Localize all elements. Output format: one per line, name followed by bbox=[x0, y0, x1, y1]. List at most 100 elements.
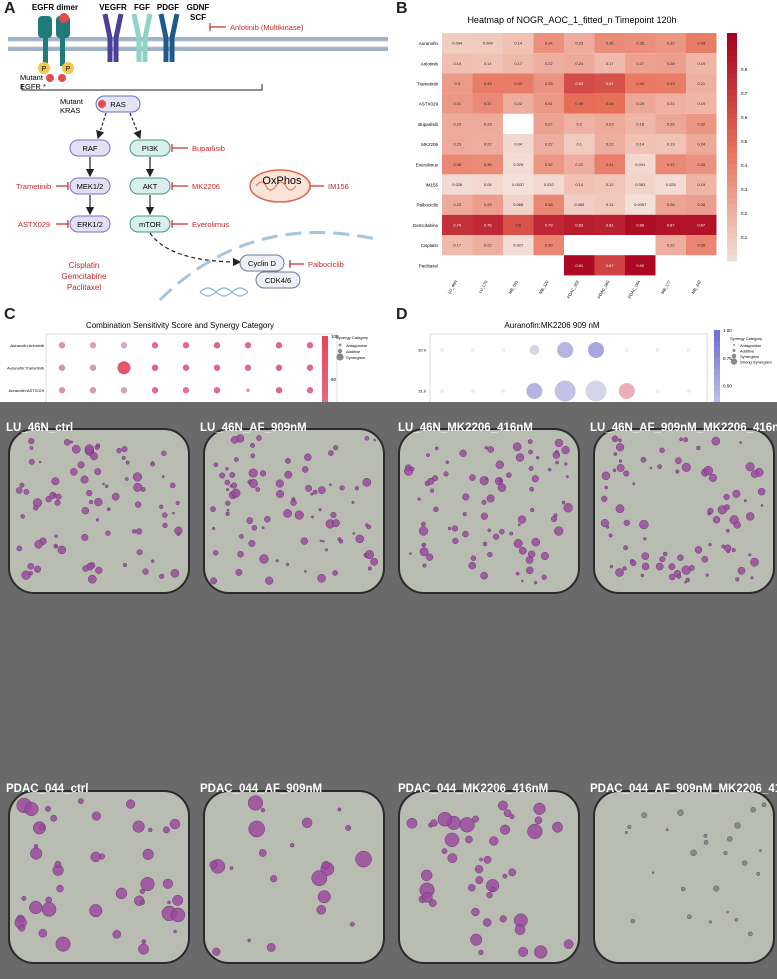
organoid bbox=[24, 802, 39, 817]
heatmap-cell bbox=[686, 134, 717, 155]
organoid bbox=[484, 446, 488, 450]
heatmap-value: 0.028 bbox=[452, 182, 463, 187]
receptor-label: PDGF bbox=[157, 3, 179, 12]
heatmap-cell bbox=[472, 53, 503, 74]
data-bubble bbox=[120, 387, 128, 394]
organoid bbox=[247, 795, 263, 811]
organoid bbox=[641, 562, 650, 571]
organoid bbox=[161, 475, 165, 478]
organoid bbox=[329, 483, 332, 487]
heatmap-value: 0.37 bbox=[667, 162, 676, 167]
organoid bbox=[105, 530, 111, 536]
colorbar-segment bbox=[727, 129, 737, 137]
organoid bbox=[226, 508, 230, 512]
organoid bbox=[534, 816, 543, 825]
colorbar-segment bbox=[727, 158, 737, 165]
organoid bbox=[555, 460, 559, 465]
organoid bbox=[19, 482, 25, 488]
data-bubble bbox=[89, 387, 97, 394]
organoid bbox=[225, 500, 231, 506]
organoid bbox=[655, 562, 664, 571]
heatmap-value: 0.41 bbox=[606, 162, 615, 167]
node-ras bbox=[95, 95, 141, 113]
microscopy-tile bbox=[398, 790, 580, 964]
heatmap-value: 0.22 bbox=[514, 101, 523, 106]
organoid bbox=[290, 843, 295, 848]
heatmap-cell bbox=[564, 255, 595, 276]
colorbar-tick: 0.2 bbox=[741, 211, 748, 216]
colorbar-tick: 0.3 bbox=[741, 187, 748, 192]
mutant-egfr-label: EGFR * bbox=[20, 82, 46, 91]
chemo-label: Gemcitabine bbox=[62, 272, 107, 281]
mitochondria-icon bbox=[249, 169, 311, 203]
organoid bbox=[609, 564, 614, 569]
organoid bbox=[125, 460, 130, 465]
heatmap-value: 0.22 bbox=[606, 142, 615, 147]
organoid bbox=[470, 933, 483, 946]
organoid bbox=[38, 460, 42, 464]
organoid bbox=[33, 565, 42, 573]
heatmap-cell bbox=[442, 113, 473, 134]
legend-label: Antagonism bbox=[740, 343, 762, 348]
organoid bbox=[250, 443, 255, 448]
heatmap-value: 0.083 bbox=[574, 202, 585, 207]
organoid bbox=[443, 471, 449, 477]
heatmap-value: 0.43 bbox=[667, 81, 676, 86]
row-label: Gemcitabine bbox=[413, 223, 439, 228]
organoid bbox=[284, 470, 293, 479]
heatmap-cell bbox=[472, 113, 503, 134]
heatmap-title: Heatmap of NOGR_AOC_1_fitted_n Timepoint… bbox=[467, 15, 676, 25]
organoid bbox=[481, 499, 487, 505]
organoid bbox=[659, 447, 665, 454]
organoid bbox=[498, 478, 503, 483]
organoid-layer bbox=[406, 800, 574, 959]
organoid bbox=[111, 492, 120, 501]
heatmap-cell bbox=[564, 134, 595, 155]
colorbar-segment bbox=[727, 118, 737, 125]
organoid bbox=[333, 445, 339, 451]
heatmap-value: 0.23 bbox=[575, 41, 584, 46]
data-bubble bbox=[182, 387, 190, 394]
heatmap-cell bbox=[655, 134, 686, 155]
data-bubble bbox=[686, 348, 691, 352]
colorbar-segment bbox=[727, 90, 737, 97]
organoid bbox=[250, 453, 256, 459]
organoid bbox=[737, 566, 746, 575]
organoid bbox=[676, 574, 682, 579]
organoid bbox=[104, 484, 109, 488]
organoid bbox=[452, 537, 459, 544]
heatmap-value: 0.13 bbox=[667, 142, 676, 147]
organoid bbox=[420, 869, 433, 882]
heatmap-value: 0.0057 bbox=[634, 202, 647, 207]
data-bubble bbox=[213, 342, 221, 349]
node-raf bbox=[69, 139, 111, 157]
organoid bbox=[668, 573, 676, 581]
heatmap-cell bbox=[655, 174, 686, 195]
organoid bbox=[39, 824, 46, 831]
organoid bbox=[613, 452, 618, 456]
organoid bbox=[300, 537, 308, 545]
organoid bbox=[651, 871, 655, 874]
phospho-label: P bbox=[66, 66, 71, 73]
organoid bbox=[681, 462, 691, 472]
organoid bbox=[310, 492, 314, 496]
node-cyclin bbox=[239, 254, 285, 272]
colorbar-segment bbox=[727, 238, 737, 245]
organoid bbox=[485, 477, 489, 481]
organoid bbox=[608, 533, 613, 538]
heatmap-cell bbox=[625, 255, 656, 276]
mek-label: MEK1/2 bbox=[77, 182, 104, 191]
heatmap-cell bbox=[655, 93, 686, 114]
organoid bbox=[528, 550, 536, 558]
organoid bbox=[231, 482, 238, 489]
heatmap-value: 0.22 bbox=[667, 243, 676, 248]
organoid bbox=[701, 555, 709, 563]
legend-title: Synergy Category bbox=[730, 336, 762, 341]
organoid bbox=[18, 924, 26, 932]
fgf-icon bbox=[131, 13, 153, 62]
organoid bbox=[176, 532, 181, 536]
organoid bbox=[210, 577, 217, 585]
organoid bbox=[665, 828, 669, 832]
organoid bbox=[500, 824, 511, 835]
colorbar-segment bbox=[727, 61, 737, 68]
